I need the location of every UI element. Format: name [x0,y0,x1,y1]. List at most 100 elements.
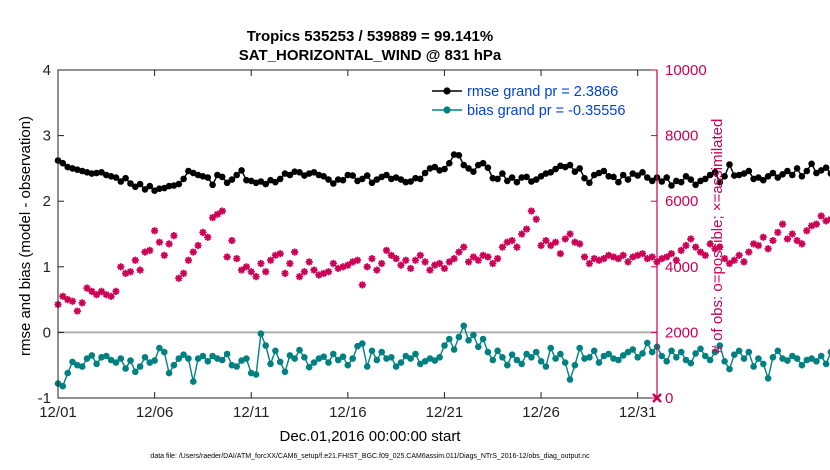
bias-point [185,355,192,362]
bias-point [513,356,521,364]
obs-point [165,240,173,248]
obs-point [252,273,260,281]
obs-point [73,307,81,315]
obs-point [445,258,453,266]
rmse-point [88,170,96,177]
obs-point [358,281,366,289]
x-tick-label: 12/26 [522,404,560,421]
bias-point [93,360,100,368]
obs-point [542,236,550,245]
bias-point [276,358,284,366]
obs-point [682,241,690,250]
bias-point [296,346,303,354]
obs-point [88,287,96,295]
obs-point [638,250,647,258]
rmse-point [619,171,627,179]
rmse-point [692,181,699,189]
rmse-point [644,174,651,181]
obs-point [286,259,294,268]
bias-point [750,363,757,370]
bias-point [368,347,376,355]
y-axis-label-right: # of obs: o=possible; ×=assimilated [709,119,726,354]
rmse-point [325,176,332,183]
data-file-footer: data file: /Users/raeder/DAI/ATM_forcXX/… [150,453,590,460]
bias-point [740,355,748,362]
obs-point [141,248,149,256]
obs-point [431,261,439,269]
obs-point [667,250,676,258]
y-left-tick-label: 2 [43,193,51,210]
bias-point [83,355,91,362]
obs-point [320,269,328,277]
bias-point [508,351,516,359]
rmse-point [383,171,390,179]
obs-point [807,222,816,230]
obs-point [634,251,642,259]
rmse-point [827,170,830,177]
obs-point [750,240,758,248]
rmse-point [808,160,815,168]
bias-point [243,355,250,362]
bias-point [798,361,806,369]
obs-point [551,238,560,246]
bias-line [57,323,830,388]
obs-point [609,253,618,261]
rmse-point [532,176,540,183]
rmse-point [745,167,753,175]
rmse-point [132,183,139,191]
rmse-point [209,181,216,189]
rmse-point [716,178,724,186]
bias-point [784,357,791,364]
obs-point [402,256,410,264]
bias-point [286,352,294,359]
obs-point [672,256,680,264]
rmse-point [731,172,738,179]
obs-point [184,256,193,264]
bias-point [199,352,207,360]
rmse-point [286,171,294,179]
obs-point [600,255,608,263]
obs-point [223,253,231,261]
bias-point [132,368,139,376]
bias-point [330,350,337,358]
rmse-point [455,152,463,159]
rmse-point [677,178,685,186]
rmse-point [310,169,318,176]
rmse-point [441,165,448,173]
obs-point [179,269,188,277]
rmse-point [605,173,612,180]
obs-point [397,261,405,269]
bias-point [523,350,530,358]
x-tick-label: 12/06 [136,404,174,421]
obs-point [561,235,569,243]
bias-point [460,322,468,330]
rmse-point [803,167,811,175]
bias-point [161,348,168,356]
rmse-point [721,173,728,180]
obs-point [701,251,709,259]
rmse-point [755,174,762,181]
bias-point [325,359,332,366]
bias-point [499,354,506,361]
bias-point [388,354,395,361]
bias-point [542,363,550,370]
obs-point [78,299,86,307]
rmse-point [547,169,554,176]
legend: rmse grand pr = 2.3866 bias grand pr = -0… [432,84,625,119]
bias-point [117,355,125,362]
chart-subtitle: SAT_HORIZONTAL_WIND @ 831 hPa [239,47,502,64]
bias-point [363,363,371,370]
obs-point [812,220,821,228]
obs-point [740,258,748,266]
obs-point [537,241,545,250]
rmse-point [774,174,782,181]
rmse-point [272,178,279,186]
bias-point [165,369,173,377]
obs-point [527,207,536,215]
bias-point [112,359,120,366]
bias-point [673,354,680,361]
obs-point [146,246,154,254]
obs-point [126,268,135,276]
obs-point [440,264,449,273]
